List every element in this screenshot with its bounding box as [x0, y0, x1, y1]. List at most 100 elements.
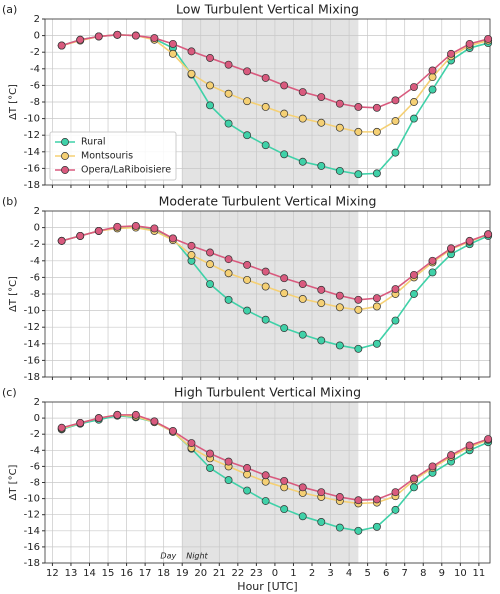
legend-label: Montsouris	[81, 151, 133, 162]
y-tick-label: -12	[24, 130, 40, 141]
data-point	[224, 255, 233, 264]
data-point	[243, 486, 252, 495]
data-point	[447, 451, 456, 460]
data-point	[113, 30, 122, 39]
data-point	[447, 49, 456, 58]
x-tick-label: 7	[402, 568, 408, 579]
data-point	[224, 60, 233, 69]
data-point	[317, 118, 326, 127]
data-point	[428, 462, 437, 471]
data-point	[354, 305, 363, 314]
data-point	[372, 127, 381, 136]
data-point	[354, 170, 363, 179]
data-point	[206, 449, 214, 458]
data-point	[484, 435, 493, 443]
data-point	[335, 493, 344, 501]
x-tick-label: 14	[83, 568, 96, 579]
data-point	[335, 166, 344, 175]
legend-marker	[61, 138, 69, 146]
x-tick-label: 15	[102, 568, 115, 579]
panel-label: (c)	[2, 386, 17, 399]
data-point	[280, 505, 289, 514]
data-point	[261, 103, 270, 111]
x-tick-label: 11	[473, 568, 486, 579]
data-point	[428, 256, 437, 265]
x-tick-label: 3	[327, 568, 333, 579]
data-point	[372, 103, 381, 112]
data-point	[317, 488, 326, 497]
data-point	[335, 341, 344, 350]
legend-label: Rural	[81, 137, 106, 148]
data-point	[150, 224, 159, 233]
data-point	[372, 169, 381, 178]
data-point	[465, 441, 474, 450]
y-tick-label: -10	[24, 114, 40, 125]
data-point	[187, 251, 196, 259]
data-point	[224, 295, 233, 304]
data-point	[206, 54, 214, 62]
y-tick-label: -10	[24, 494, 40, 505]
y-axis-label: ΔT [°C]	[8, 464, 19, 500]
data-point	[410, 83, 418, 92]
data-point	[261, 471, 270, 480]
legend-box	[49, 131, 177, 181]
data-point	[131, 221, 140, 230]
data-point	[372, 294, 381, 303]
x-tick-label: 5	[364, 568, 370, 579]
y-tick-label: -12	[24, 322, 40, 333]
data-point	[391, 117, 400, 126]
data-point	[261, 497, 270, 505]
x-tick-label: 19	[176, 568, 189, 579]
y-tick-label: -16	[24, 542, 40, 553]
y-tick-label: 2	[34, 397, 40, 408]
data-point	[335, 303, 344, 312]
data-point	[298, 114, 307, 123]
x-tick-label: 0	[272, 568, 278, 579]
panel-title: Moderate Turbulent Vertical Mixing	[159, 194, 377, 209]
x-tick-label: 16	[120, 568, 133, 579]
data-point	[57, 236, 66, 245]
y-tick-label: -6	[30, 272, 40, 283]
data-point	[57, 41, 66, 50]
x-tick-label: 1	[290, 568, 296, 579]
data-point	[224, 269, 233, 278]
data-point	[150, 417, 159, 426]
y-tick-label: 0	[34, 223, 40, 234]
data-point	[94, 414, 103, 423]
data-point	[113, 410, 122, 419]
x-tick-label: 22	[231, 568, 244, 579]
data-point	[280, 289, 289, 298]
data-point	[280, 476, 289, 485]
data-point	[317, 299, 326, 308]
x-tick-label: 21	[213, 568, 226, 579]
data-point	[465, 39, 474, 48]
data-point	[243, 97, 252, 106]
data-point	[484, 230, 493, 239]
data-point	[57, 423, 66, 432]
data-point	[94, 226, 103, 235]
data-point	[410, 114, 418, 123]
annotation: Day	[160, 552, 176, 561]
y-tick-label: 0	[34, 31, 40, 42]
y-tick-label: -8	[30, 97, 40, 108]
data-point	[243, 306, 252, 315]
data-point	[391, 316, 400, 325]
legend-marker	[61, 152, 69, 160]
y-axis-label: ΔT [°C]	[8, 276, 19, 312]
y-tick-label: -18	[24, 558, 40, 569]
data-point	[187, 69, 196, 78]
data-point	[298, 88, 307, 96]
y-tick-label: -14	[24, 339, 40, 350]
panel-label: (b)	[2, 195, 18, 208]
data-point	[372, 339, 381, 348]
data-point	[335, 123, 344, 132]
data-point	[410, 483, 418, 492]
y-tick-label: -14	[24, 147, 40, 158]
y-tick-label: -2	[30, 239, 40, 250]
y-tick-label: 2	[34, 206, 40, 217]
data-point	[391, 488, 400, 497]
data-point	[298, 512, 307, 521]
x-tick-label: 23	[250, 568, 263, 579]
data-point	[298, 295, 307, 303]
data-point	[354, 295, 363, 304]
